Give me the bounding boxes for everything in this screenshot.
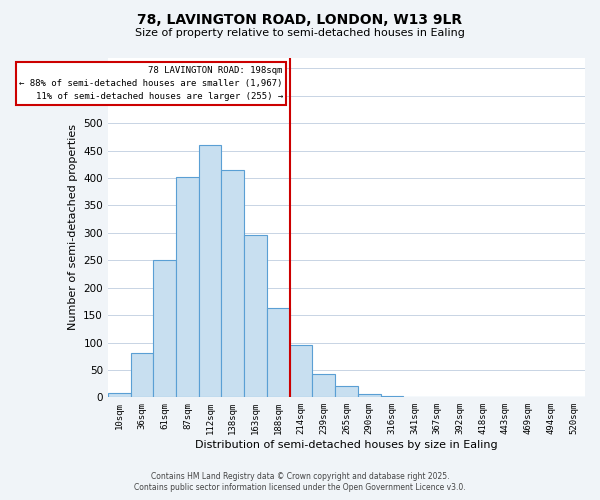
Bar <box>199 145 221 398</box>
Bar <box>267 308 290 398</box>
Bar <box>244 235 267 398</box>
Bar <box>221 170 244 398</box>
Bar <box>313 374 335 398</box>
Bar <box>154 260 176 398</box>
Bar <box>380 396 403 398</box>
Bar <box>358 394 380 398</box>
Bar <box>176 177 199 398</box>
Text: Contains HM Land Registry data © Crown copyright and database right 2025.
Contai: Contains HM Land Registry data © Crown c… <box>134 472 466 492</box>
Bar <box>108 393 131 398</box>
Bar <box>290 346 313 398</box>
Text: 78 LAVINGTON ROAD: 198sqm
← 88% of semi-detached houses are smaller (1,967)
11% : 78 LAVINGTON ROAD: 198sqm ← 88% of semi-… <box>19 66 283 101</box>
Bar <box>335 386 358 398</box>
Bar <box>426 397 449 398</box>
Text: Size of property relative to semi-detached houses in Ealing: Size of property relative to semi-detach… <box>135 28 465 38</box>
Text: 78, LAVINGTON ROAD, LONDON, W13 9LR: 78, LAVINGTON ROAD, LONDON, W13 9LR <box>137 12 463 26</box>
Bar <box>131 354 154 398</box>
Y-axis label: Number of semi-detached properties: Number of semi-detached properties <box>68 124 78 330</box>
X-axis label: Distribution of semi-detached houses by size in Ealing: Distribution of semi-detached houses by … <box>195 440 498 450</box>
